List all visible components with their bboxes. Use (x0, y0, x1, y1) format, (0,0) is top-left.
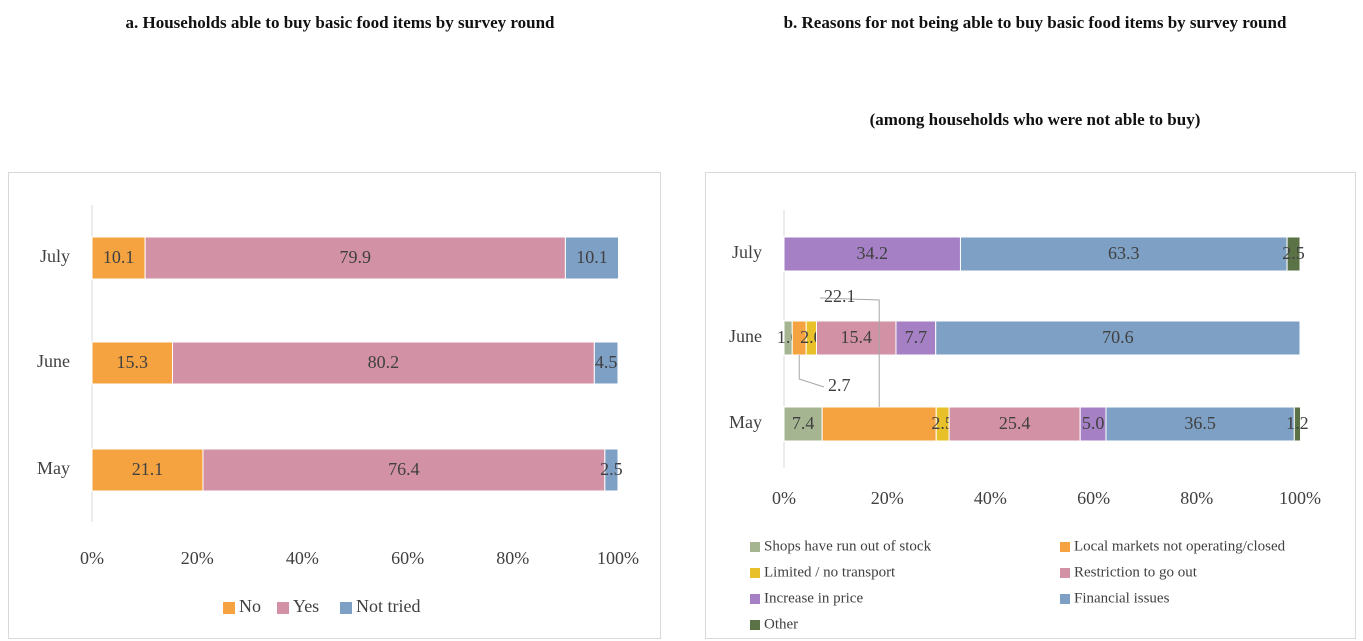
data-label: 80.2 (368, 352, 400, 372)
chart-title: b. Reasons for not being able to buy bas… (783, 13, 1287, 32)
x-tick-label: 80% (496, 548, 529, 568)
legend-swatch (1060, 568, 1070, 578)
legend-label: Other (764, 616, 798, 632)
bar-segment (895, 320, 937, 356)
data-label: 25.4 (999, 413, 1031, 433)
data-label: 36.5 (1184, 413, 1216, 433)
x-tick-label: 40% (286, 548, 319, 568)
y-tick-label: July (40, 246, 70, 266)
legend-label: Shops have run out of stock (764, 538, 932, 554)
data-label: 34.2 (856, 243, 888, 263)
legend-swatch (750, 620, 760, 630)
data-label: 15.4 (840, 327, 872, 347)
y-tick-label: July (732, 242, 762, 262)
data-label: 2.7 (828, 375, 851, 395)
data-label: 79.9 (340, 247, 372, 267)
bar-segment (144, 236, 566, 280)
leader-line (798, 355, 825, 388)
bar-segment (821, 406, 937, 442)
y-tick-label: May (729, 412, 762, 432)
legend-swatch (750, 568, 760, 578)
legend-swatch (1060, 594, 1070, 604)
data-label: 7.7 (905, 327, 928, 347)
data-label: 70.6 (1102, 327, 1134, 347)
legend-label: Increase in price (764, 590, 863, 606)
bar-segment (1286, 236, 1301, 272)
x-tick-label: 100% (597, 548, 639, 568)
x-tick-label: 0% (80, 548, 104, 568)
data-label: 2.5 (1282, 243, 1305, 263)
data-label: 21.1 (132, 459, 164, 479)
legend-label: Restriction to go out (1074, 564, 1198, 580)
x-tick-label: 0% (772, 488, 796, 508)
legend-swatch (750, 542, 760, 552)
bar-segment (816, 320, 897, 356)
x-tick-label: 100% (1279, 488, 1321, 508)
bar-segment (1079, 406, 1107, 442)
y-tick-label: May (37, 458, 70, 478)
data-label: 1.2 (1286, 413, 1309, 433)
bar-segment (564, 236, 620, 280)
x-tick-label: 60% (391, 548, 424, 568)
bar-segment (91, 341, 173, 385)
data-label: 4.5 (595, 352, 618, 372)
chart-title: a. Households able to buy basic food ite… (125, 13, 555, 32)
legend-swatch (750, 594, 760, 604)
bar-segment (171, 341, 595, 385)
legend-swatch (340, 602, 352, 614)
bar-segment (783, 236, 961, 272)
bar-segment (948, 406, 1081, 442)
x-tick-label: 60% (1077, 488, 1110, 508)
data-label: 10.1 (103, 247, 135, 267)
legend-swatch (1060, 542, 1070, 552)
legend-swatch (223, 602, 235, 614)
bar-segment (91, 448, 204, 492)
legend-label: Local markets not operating/closed (1074, 538, 1286, 554)
bar-segment (783, 406, 823, 442)
data-label: 76.4 (388, 459, 420, 479)
legend-swatch (277, 602, 289, 614)
y-tick-label: June (729, 326, 762, 346)
data-label: 2.5 (600, 459, 623, 479)
legend-label: Financial issues (1074, 590, 1170, 606)
y-tick-label: June (37, 351, 70, 371)
data-label: 10.1 (576, 247, 608, 267)
x-tick-label: 40% (974, 488, 1007, 508)
x-tick-label: 20% (181, 548, 214, 568)
data-label: 7.4 (792, 413, 815, 433)
x-tick-label: 20% (871, 488, 904, 508)
data-label: 5.0 (1082, 413, 1105, 433)
data-label: 15.3 (116, 352, 148, 372)
leader-line (819, 297, 880, 407)
bar-segment (935, 320, 1301, 356)
data-label: 2.5 (931, 413, 954, 433)
data-label: 22.1 (824, 286, 856, 306)
legend-label: No (239, 596, 261, 616)
chart-subtitle: (among households who were not able to b… (869, 110, 1201, 129)
bar-segment (1293, 406, 1302, 442)
bar-segment (604, 448, 619, 492)
data-label: 63.3 (1108, 243, 1140, 263)
bar-segment (593, 341, 619, 385)
legend-label: Yes (293, 596, 319, 616)
legend-label: Not tried (356, 596, 421, 616)
bar-segment (202, 448, 606, 492)
x-tick-label: 80% (1180, 488, 1213, 508)
legend-label: Limited / no transport (764, 564, 896, 580)
bar-segment (959, 236, 1288, 272)
